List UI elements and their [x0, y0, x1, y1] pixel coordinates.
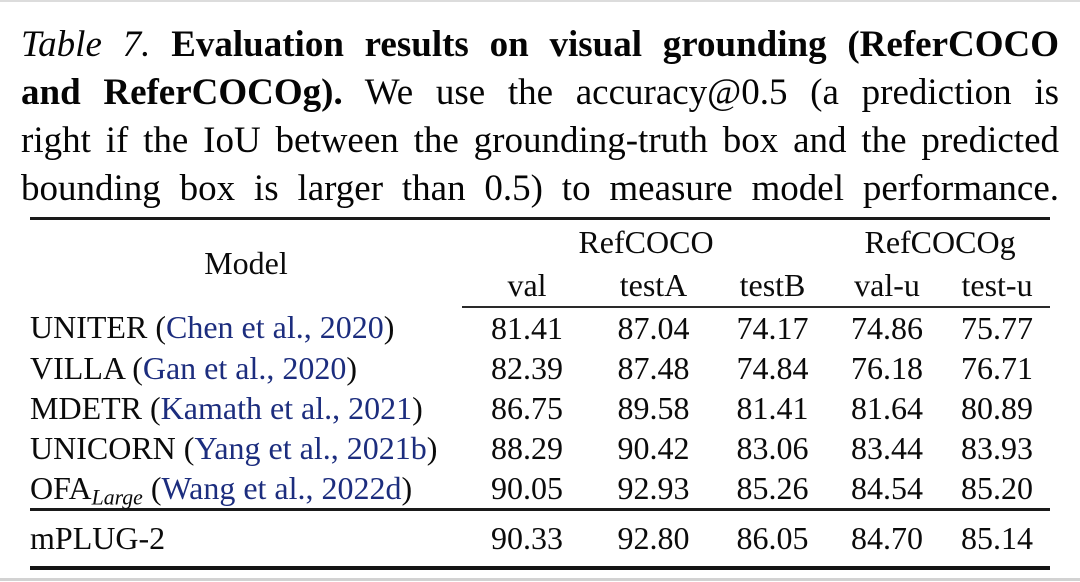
column-header-val-u: val-u: [830, 264, 945, 308]
table-row-unicorn: UNICORN (Yang et al., 2021b) 88.29 90.42…: [30, 428, 1050, 468]
model-cell: UNICORN (Yang et al., 2021b): [30, 428, 462, 468]
value-cell: 89.58: [617, 389, 690, 426]
model-size-subscript: Large: [91, 484, 143, 509]
citation-close-paren: ): [383, 309, 395, 345]
results-table: Model RefCOCO RefCOCOg val testA testB v…: [30, 217, 1051, 570]
value-cell: 81.64: [851, 389, 924, 426]
value-cell: 85.26: [715, 468, 831, 511]
value-cell: 81.41: [491, 309, 563, 346]
value-cell-best: 86.05: [736, 520, 809, 556]
value-cell: 86.75: [491, 389, 563, 426]
caption-line-4: bounding box is larger than 0.5) to meas…: [21, 165, 1059, 213]
caption-line-1: Table 7. Evaluation results on visual gr…: [21, 21, 1059, 69]
column-group-refcocog: RefCOCOg: [864, 223, 1016, 260]
value-cell: 74.84: [736, 349, 809, 386]
baseline-rows: UNITER (Chen et al., 2020) 81.41 87.04 7…: [30, 307, 1051, 511]
screenshot-top-edge: [0, 0, 1080, 2]
citation-close-paren: ): [401, 469, 413, 506]
column-header-testb: testB: [715, 264, 831, 308]
model-cell: UNITER (Chen et al., 2020): [30, 307, 462, 348]
column-header-testa: testA: [592, 264, 715, 308]
ours-row-section: mPLUG-2 90.33 92.80 86.05 84.70 85.14: [30, 510, 1050, 569]
citation-open-paren: (: [150, 389, 161, 426]
table-row-uniter: UNITER (Chen et al., 2020) 81.41 87.04 7…: [30, 307, 1050, 348]
citation-open-paren: (: [155, 309, 166, 345]
citation-open-paren: (: [183, 429, 195, 466]
value-cell-best: 92.93: [592, 468, 715, 511]
value-cell-best: 90.33: [491, 520, 563, 556]
value-cell: 82.39: [491, 349, 563, 386]
citation-close-paren: ): [426, 429, 438, 466]
citation-link[interactable]: Yang et al., 2021b: [194, 429, 427, 466]
caption-body-part2: right if the IoU between the grounding-t…: [21, 120, 1059, 161]
header-sub-row: val testA testB val-u test-u: [30, 264, 1051, 308]
model-cell: MDETR (Kamath et al., 2021): [30, 388, 462, 428]
value-cell: 84.54: [830, 468, 945, 511]
citation-link[interactable]: Gan et al., 2020: [142, 349, 347, 386]
model-cell: VILLA (Gan et al., 2020): [30, 348, 462, 388]
table-row-ofa: OFALarge (Wang et al., 2022d) 90.05 92.9…: [30, 468, 1051, 511]
citation-link[interactable]: Wang et al., 2022d: [161, 469, 402, 506]
citation-close-paren: ): [346, 349, 358, 386]
model-name: UNICORN: [30, 429, 176, 466]
value-cell: 76.71: [961, 349, 1034, 386]
value-cell: 81.41: [736, 389, 809, 426]
table-row-mplug2: mPLUG-2 90.33 92.80 86.05 84.70 85.14: [30, 510, 1050, 569]
value-cell: 83.93: [961, 429, 1034, 466]
caption-body-part1: We use the accuracy@0.5 (a prediction is: [364, 72, 1059, 113]
value-cell: 87.04: [617, 309, 690, 346]
value-cell-best: 85.20: [944, 468, 1051, 511]
column-header-model: Model: [204, 245, 288, 281]
column-header-val: val: [462, 264, 592, 308]
table-row-villa: VILLA (Gan et al., 2020) 82.39 87.48 74.…: [30, 348, 1050, 388]
model-name: OFA: [30, 469, 92, 506]
caption-title-part1: Evaluation results on visual grounding (…: [171, 24, 1059, 65]
column-header-test-u: test-u: [944, 264, 1051, 308]
caption-line-3: right if the IoU between the grounding-t…: [21, 117, 1059, 165]
caption-body-part3: bounding box is larger than 0.5) to meas…: [21, 168, 1059, 209]
value-cell: 90.05: [462, 468, 592, 511]
column-group-refcoco: RefCOCO: [578, 223, 714, 260]
caption-line-2: and ReferCOCOg). We use the accuracy@0.5…: [21, 69, 1059, 117]
value-cell: 80.89: [961, 389, 1034, 426]
value-cell: 74.86: [851, 309, 924, 346]
table-header: Model RefCOCO RefCOCOg val testA testB v…: [30, 219, 1051, 308]
caption-table-number: Table 7.: [21, 24, 151, 65]
model-cell: OFALarge (Wang et al., 2022d): [30, 468, 462, 511]
citation-open-paren: (: [132, 349, 143, 386]
value-cell: 74.17: [736, 309, 809, 346]
value-cell: 83.06: [736, 429, 809, 466]
table-caption: Table 7. Evaluation results on visual gr…: [21, 21, 1059, 213]
model-name: VILLA: [30, 349, 125, 386]
caption-title-part2: and ReferCOCOg).: [21, 72, 343, 113]
results-table-container: Model RefCOCO RefCOCOg val testA testB v…: [30, 217, 1051, 570]
model-name: UNITER: [30, 309, 148, 345]
value-cell: 90.42: [617, 429, 690, 466]
citation-open-paren: (: [150, 469, 162, 506]
value-cell: 75.77: [961, 309, 1034, 346]
model-cell: mPLUG-2: [30, 520, 166, 556]
value-cell-best: 84.70: [851, 520, 924, 556]
value-cell: 76.18: [851, 349, 924, 386]
value-cell: 88.29: [491, 429, 563, 466]
citation-link[interactable]: Kamath et al., 2021: [160, 389, 413, 426]
table-row-mdetr: MDETR (Kamath et al., 2021) 86.75 89.58 …: [30, 388, 1050, 428]
citation-close-paren: ): [412, 389, 423, 426]
value-cell: 92.80: [617, 520, 690, 556]
value-cell: 85.14: [961, 520, 1034, 556]
header-group-row: Model RefCOCO RefCOCOg: [30, 219, 1050, 282]
citation-link[interactable]: Chen et al., 2020: [165, 309, 384, 345]
model-name: MDETR: [30, 389, 142, 426]
screenshot-bottom-edge: [0, 578, 1080, 581]
value-cell: 83.44: [851, 429, 924, 466]
value-cell: 87.48: [617, 349, 690, 386]
